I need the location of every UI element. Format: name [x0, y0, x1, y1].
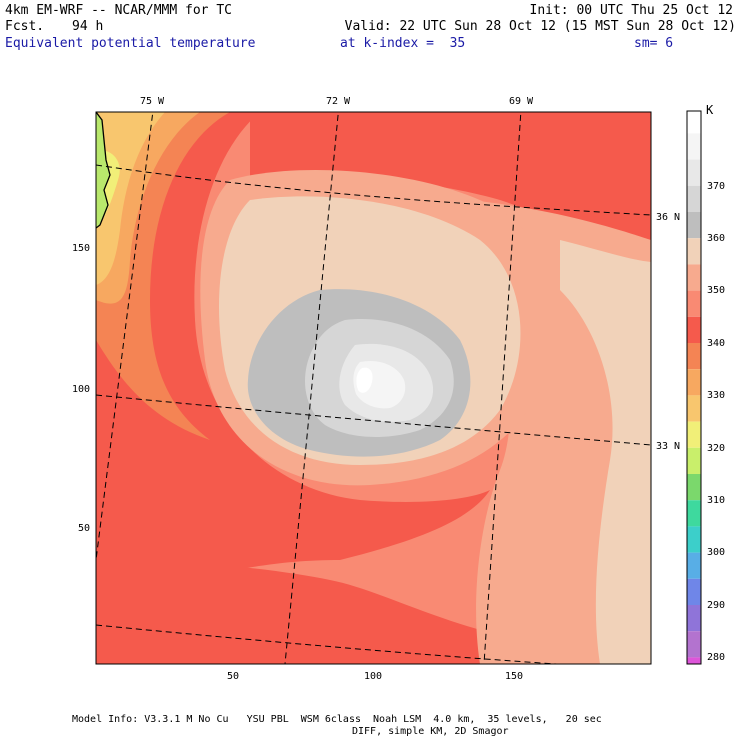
cb-bin-310 — [687, 474, 701, 501]
cb-bin-275 — [687, 657, 701, 664]
cb-label-310: 310 — [707, 495, 726, 506]
cb-bin-370 — [687, 159, 701, 186]
y-tick-100: 100 — [72, 384, 91, 395]
cb-bin-365 — [687, 185, 701, 212]
cb-label-360: 360 — [707, 233, 726, 244]
cb-bin-300 — [687, 526, 701, 553]
y-tick-150: 150 — [72, 243, 91, 254]
cb-bin-360 — [687, 212, 701, 239]
cb-bin-280 — [687, 631, 701, 658]
coastline-land — [96, 112, 110, 228]
smoothing: sm= 6 — [634, 36, 674, 51]
theta-e-field — [96, 112, 651, 664]
cb-label-330: 330 — [707, 390, 726, 401]
lon-label-75w: 75 W — [140, 96, 165, 107]
fill-355-east — [560, 240, 651, 664]
lon-label-69w: 69 W — [509, 96, 534, 107]
cb-bin-290 — [687, 578, 701, 605]
colorbar-frame — [686, 110, 702, 665]
x-tick-150: 150 — [505, 671, 524, 682]
cb-label-300: 300 — [707, 547, 726, 558]
lat-label-33n: 33 N — [656, 441, 681, 452]
cb-bin-350 — [687, 264, 701, 291]
level-index: at k-index = 35 — [340, 36, 466, 51]
fill-gt380 — [356, 367, 373, 393]
valid-time: Valid: 22 UTC Sun 28 Oct 12 (15 MST Sun … — [344, 19, 736, 34]
map-frame — [95, 111, 652, 665]
cb-bin-345 — [687, 290, 701, 317]
field-name: Equivalent potential temperature — [5, 36, 256, 51]
model-info-line1: Model Info: V3.3.1 M No Cu YSU PBL WSM 6… — [72, 714, 602, 725]
cb-bin-335 — [687, 343, 701, 370]
fill-340-north — [250, 112, 651, 260]
cb-bin-295 — [687, 552, 701, 579]
colorbar-unit: K — [706, 103, 714, 117]
lon-label-72w: 72 W — [326, 96, 351, 107]
cb-label-370: 370 — [707, 181, 726, 192]
cb-label-350: 350 — [707, 285, 726, 296]
cb-bin-340 — [687, 316, 701, 343]
cb-label-290: 290 — [707, 600, 726, 611]
model-title: 4km EM-WRF -- NCAR/MMM for TC — [5, 3, 232, 18]
cb-bin-375 — [687, 133, 701, 160]
init-time: Init: 00 UTC Thu 25 Oct 12 — [529, 3, 734, 18]
cb-bin-315 — [687, 447, 701, 474]
x-tick-100: 100 — [364, 671, 383, 682]
fill-340-south — [96, 560, 540, 664]
cb-bin-320 — [687, 421, 701, 448]
coastline — [96, 112, 111, 229]
lat-lon-grid — [96, 112, 651, 664]
cb-label-340: 340 — [707, 338, 726, 349]
cb-bin-355 — [687, 238, 701, 265]
y-tick-50: 50 — [78, 523, 91, 534]
cb-label-320: 320 — [707, 443, 726, 454]
cb-bin-285 — [687, 605, 701, 632]
cb-bin-gt380 — [687, 111, 701, 134]
colorbar — [686, 110, 702, 665]
forecast-label: Fcst. — [5, 19, 45, 34]
model-info-line2: DIFF, simple KM, 2D Smagor — [352, 726, 509, 737]
forecast-hour: 94 h — [72, 19, 104, 34]
fill-340-west — [96, 112, 490, 600]
lat-label-36n: 36 N — [656, 212, 681, 223]
cb-bin-325 — [687, 395, 701, 422]
cb-label-280: 280 — [707, 652, 726, 663]
cb-bin-305 — [687, 500, 701, 527]
cb-bin-330 — [687, 369, 701, 396]
x-tick-50: 50 — [227, 671, 240, 682]
